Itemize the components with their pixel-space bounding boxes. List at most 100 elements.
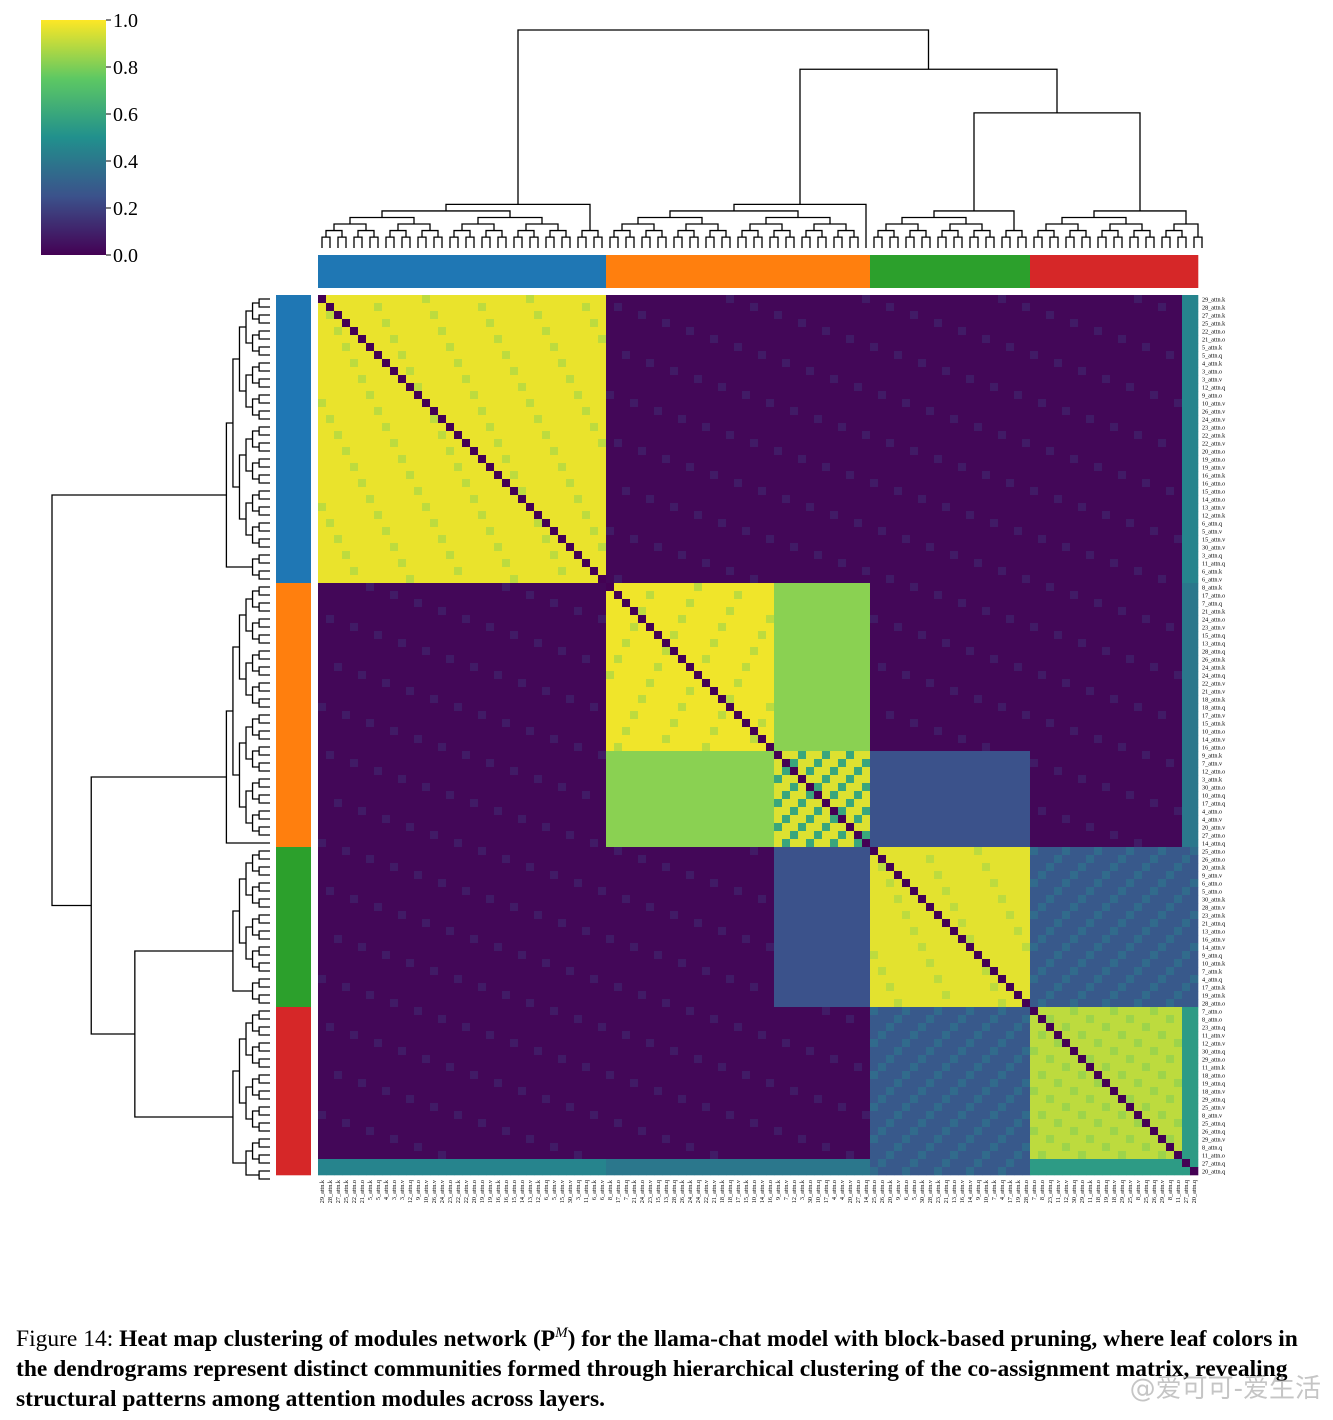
- heatmap-cell: [1182, 399, 1191, 408]
- heatmap-cell: [638, 607, 647, 616]
- heatmap-cell: [774, 335, 783, 344]
- heatmap-cell: [422, 335, 431, 344]
- heatmap-cell: [470, 351, 479, 360]
- heatmap-cell: [534, 607, 543, 616]
- column-color-cell: [1078, 255, 1087, 288]
- heatmap-cell: [398, 575, 407, 584]
- heatmap-cell: [414, 351, 423, 360]
- heatmap-cell: [782, 551, 791, 560]
- heatmap-cell: [478, 455, 487, 464]
- heatmap-cell: [486, 519, 495, 528]
- column-dendrogram-link: [941, 229, 959, 238]
- heatmap-cell: [454, 343, 463, 352]
- heatmap-cell: [1046, 423, 1055, 432]
- row-dendrogram-link: [258, 978, 270, 988]
- heatmap-cell: [574, 487, 583, 496]
- heatmap-cell: [774, 503, 783, 512]
- heatmap-cell: [742, 343, 751, 352]
- heatmap-cell: [686, 343, 695, 352]
- heatmap-cell: [430, 543, 439, 552]
- heatmap-cell: [790, 591, 799, 600]
- heatmap-cell: [598, 583, 607, 592]
- heatmap-cell: [982, 399, 991, 408]
- heatmap-cell: [430, 439, 439, 448]
- heatmap-cell: [686, 535, 695, 544]
- heatmap-cell: [454, 407, 463, 416]
- heatmap-cell: [454, 559, 463, 568]
- heatmap-cell: [1094, 495, 1103, 504]
- heatmap-cell: [406, 335, 415, 344]
- heatmap-cell: [582, 463, 591, 472]
- heatmap-cell: [1022, 399, 1031, 408]
- heatmap-cell: [854, 407, 863, 416]
- heatmap-cell: [454, 487, 463, 496]
- heatmap-cell: [526, 367, 535, 376]
- heatmap-cell: [806, 511, 815, 520]
- heatmap-cell: [662, 503, 671, 512]
- heatmap-cell: [1174, 391, 1183, 400]
- heatmap-cell: [870, 415, 879, 424]
- heatmap-cell: [1094, 543, 1103, 552]
- heatmap-cell: [1150, 375, 1159, 384]
- heatmap-cell: [558, 551, 567, 560]
- heatmap-cell: [846, 351, 855, 360]
- heatmap-cell: [886, 607, 895, 616]
- heatmap-cell: [534, 527, 543, 536]
- heatmap-cell: [678, 487, 687, 496]
- heatmap-cell: [550, 487, 559, 496]
- heatmap-cell: [478, 447, 487, 456]
- heatmap-cell: [998, 463, 1007, 472]
- heatmap-cell: [1118, 335, 1127, 344]
- row-dendrogram-link: [251, 918, 260, 936]
- heatmap-cell: [478, 487, 487, 496]
- heatmap-cell: [702, 399, 711, 408]
- heatmap-cell: [678, 543, 687, 552]
- heatmap-cell: [910, 447, 919, 456]
- heatmap-cell: [334, 559, 343, 568]
- heatmap-cell: [1134, 503, 1143, 512]
- heatmap-cell: [606, 391, 615, 400]
- heatmap-cell: [686, 311, 695, 320]
- heatmap-cell: [414, 447, 423, 456]
- heatmap-cell: [1118, 511, 1127, 520]
- heatmap-cell: [958, 471, 967, 480]
- heatmap-cell: [766, 351, 775, 360]
- heatmap-cell: [1046, 415, 1055, 424]
- heatmap-cell: [686, 415, 695, 424]
- heatmap-cell: [902, 447, 911, 456]
- column-dendrogram-link: [1093, 210, 1187, 225]
- heatmap-cell: [942, 559, 951, 568]
- heatmap-cell: [1102, 311, 1111, 320]
- heatmap-cell: [990, 359, 999, 368]
- heatmap-cell: [934, 327, 943, 336]
- heatmap-cell: [670, 375, 679, 384]
- heatmap-cell: [950, 607, 959, 616]
- heatmap-cell: [318, 367, 327, 376]
- heatmap-cell: [726, 447, 735, 456]
- heatmap-cell: [718, 463, 727, 472]
- heatmap-cell: [982, 471, 991, 480]
- heatmap-cell: [742, 391, 751, 400]
- heatmap-cell: [382, 527, 391, 536]
- heatmap-cell: [422, 407, 431, 416]
- heatmap-cell: [358, 519, 367, 528]
- heatmap-cell: [1190, 599, 1199, 608]
- row-dendrogram-link: [258, 850, 270, 860]
- heatmap-cell: [782, 487, 791, 496]
- heatmap-cell: [486, 559, 495, 568]
- heatmap-cell: [782, 591, 791, 600]
- heatmap-cell: [414, 375, 423, 384]
- heatmap-cell: [1070, 447, 1079, 456]
- heatmap-cell: [1006, 479, 1015, 488]
- heatmap-cell: [470, 503, 479, 512]
- heatmap-cell: [1046, 431, 1055, 440]
- heatmap-cell: [334, 423, 343, 432]
- heatmap-cell: [814, 583, 823, 592]
- heatmap-cell: [1174, 543, 1183, 552]
- heatmap-cell: [638, 599, 647, 608]
- heatmap-cell: [502, 527, 511, 536]
- heatmap-cell: [958, 535, 967, 544]
- heatmap-cell: [702, 391, 711, 400]
- heatmap-cell: [622, 391, 631, 400]
- heatmap-cell: [1094, 463, 1103, 472]
